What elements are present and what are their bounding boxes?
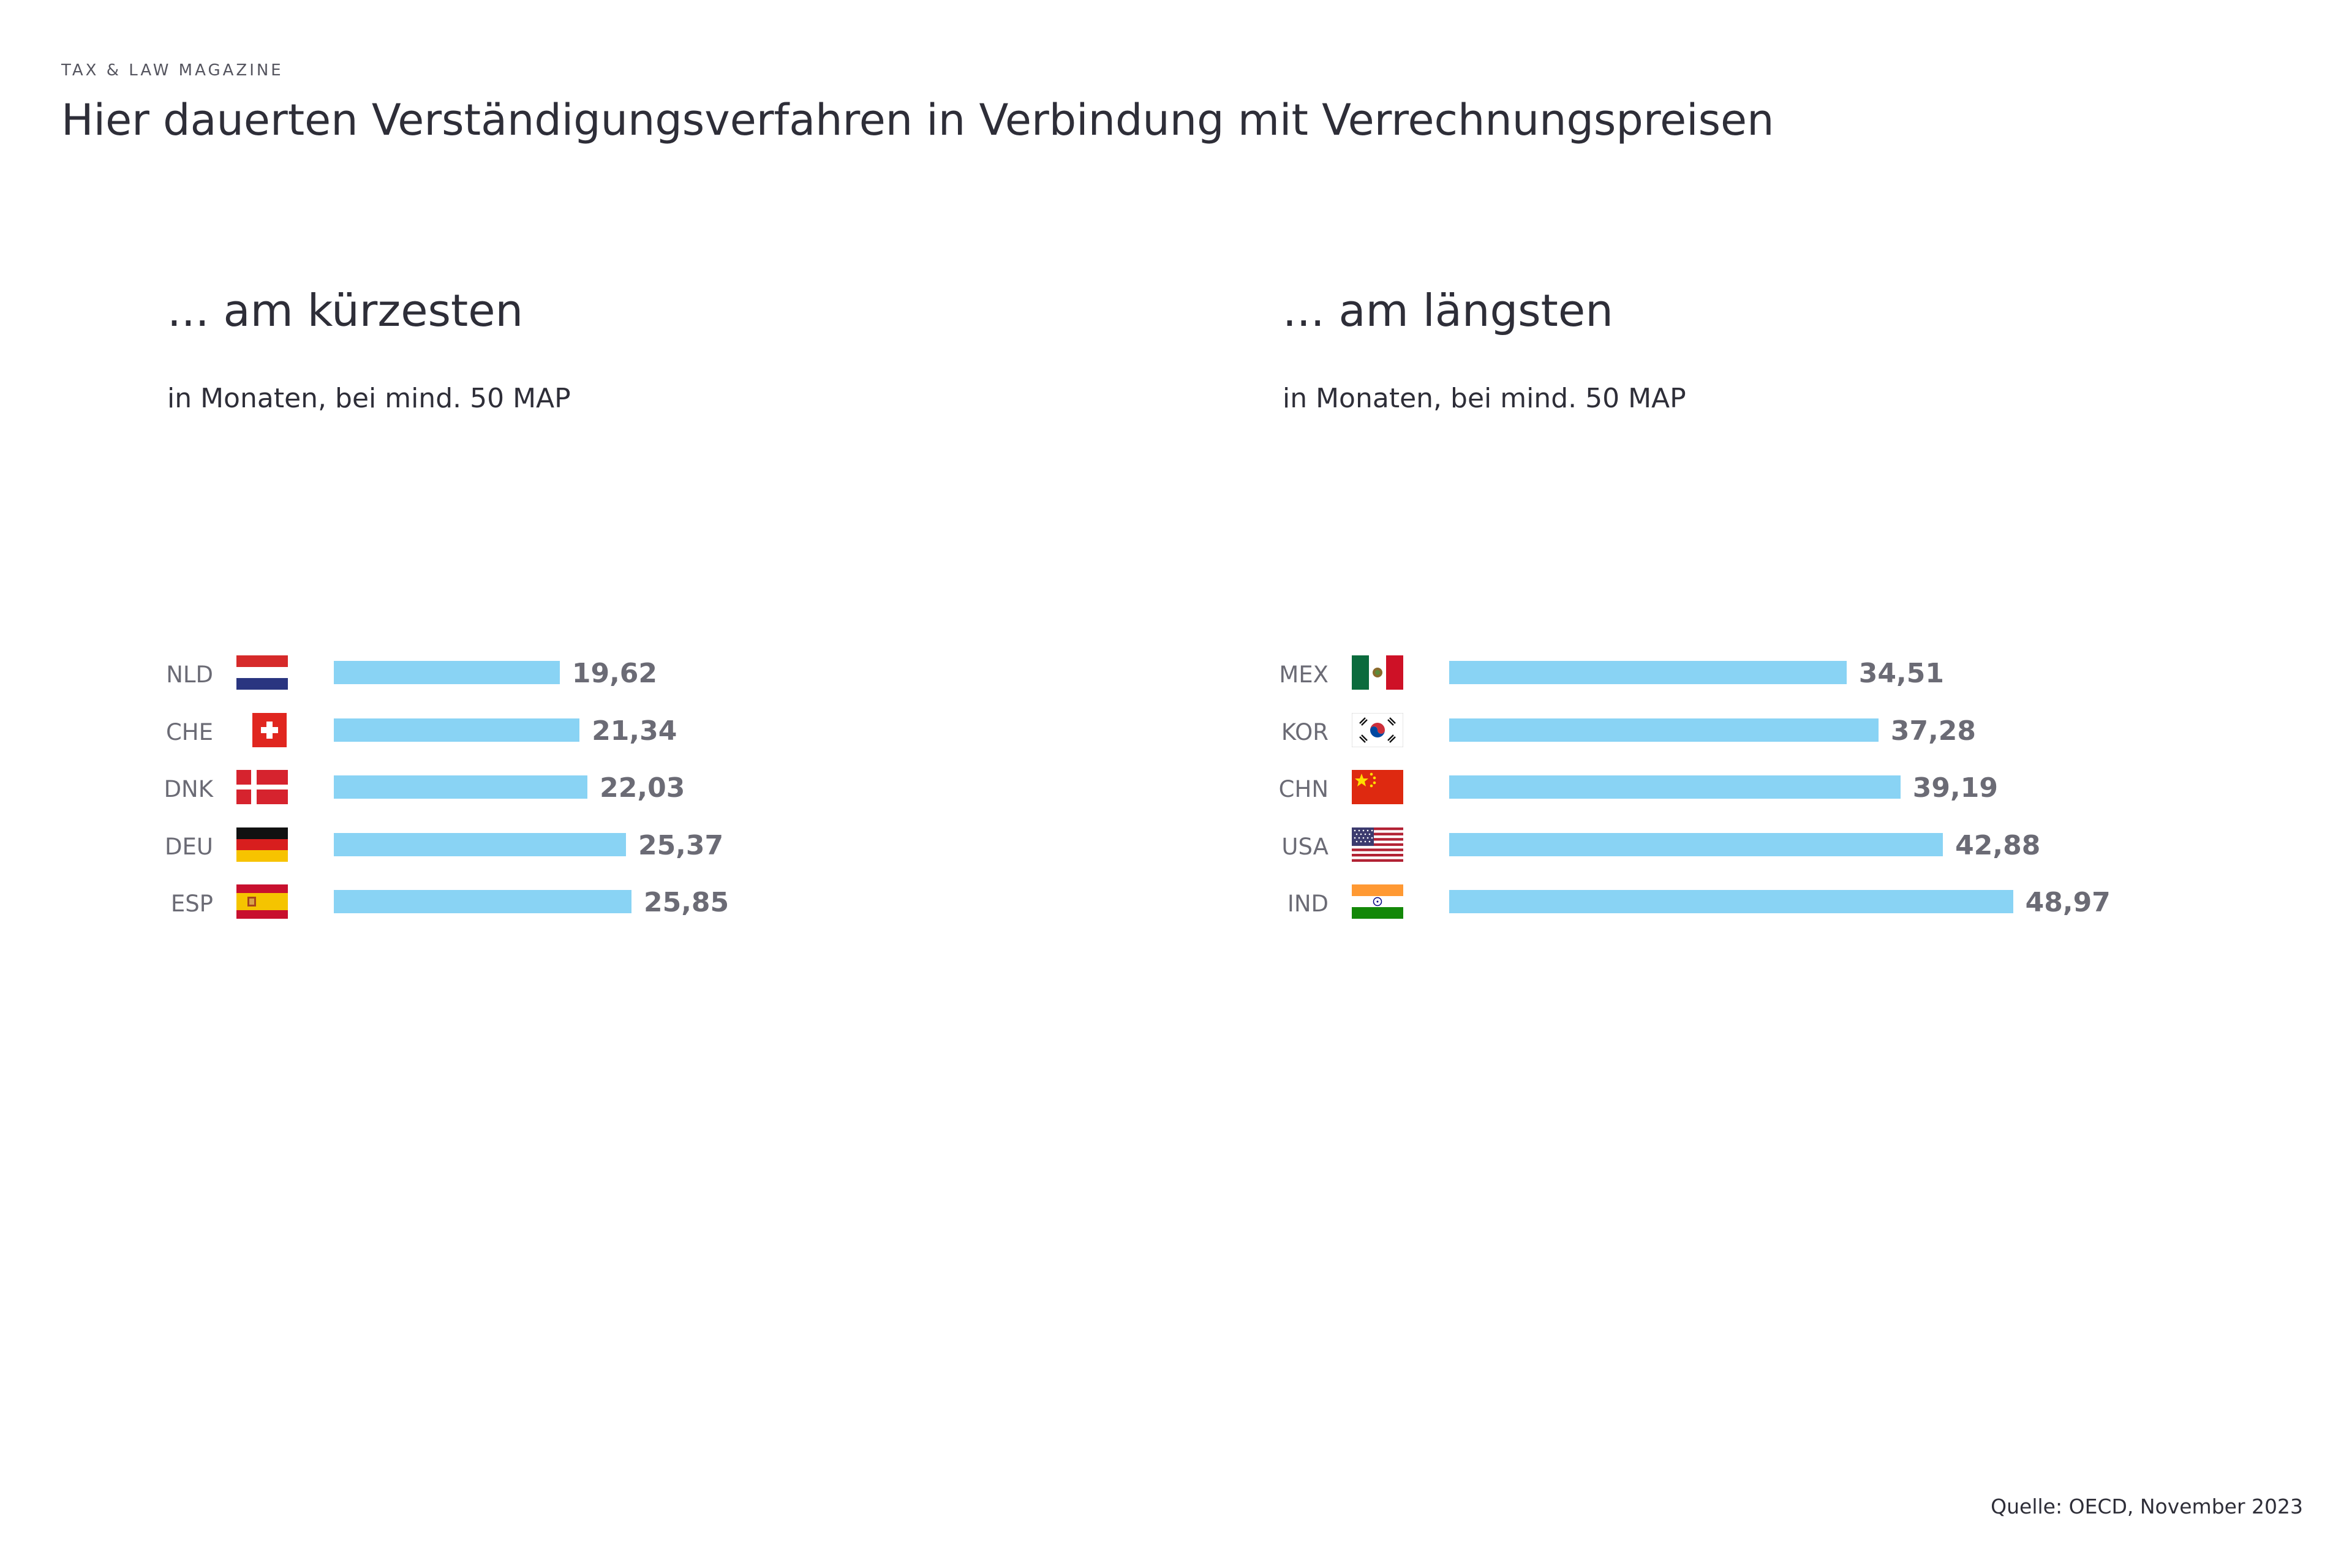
india-flag-icon [1352,884,1403,919]
spain-flag-icon [236,884,288,919]
country-code-label: DEU [165,833,213,860]
bar-nld [334,661,560,684]
value-label-esp: 25,85 [643,887,729,918]
source-note: Quelle: OECD, November 2023 [1991,1494,2303,1518]
country-code-label: ESP [170,891,213,917]
bar-esp [334,890,631,913]
country-code-label: MEX [1279,662,1329,688]
country-code-label: NLD [166,662,213,688]
panel-title-longest: ... am längsten [1283,285,1613,336]
south-korea-flag-icon [1352,712,1403,747]
netherlands-flag-icon [236,655,288,690]
value-label-che: 21,34 [592,715,677,747]
value-label-kor: 37,28 [1890,715,1977,747]
panel-subtitle-shortest: in Monaten, bei mind. 50 MAP [167,383,571,414]
country-code-label: DNK [164,776,213,802]
value-label-nld: 19,62 [571,658,658,689]
country-code-label: KOR [1281,718,1329,745]
bar-ind [1449,890,2013,913]
bar-row-usa: USA 42,88 [1281,827,2324,864]
value-label-dnk: 22,03 [600,772,685,804]
panel-title-shortest: ... am kürzesten [167,285,524,336]
chart-shortest: ... am kürzesten in Monaten, bei mind. 5… [164,0,1208,1041]
country-code-label: CHE [165,718,213,745]
bar-usa [1449,832,1943,856]
bar-row-dnk: DNK 22,03 [164,770,1208,807]
switzerland-flag-icon [236,712,288,747]
value-label-deu: 25,37 [638,829,724,861]
page-title: Hier dauerten Verständigungsverfahren in… [61,95,1774,145]
bar-row-che: CHE 21,34 [165,712,1208,750]
value-label-mex: 34,51 [1858,658,1944,689]
bar-row-ind: IND 48,97 [1283,884,2324,921]
denmark-flag-icon [236,770,288,804]
bar-row-esp: ESP 25,85 [167,884,1208,921]
mexico-flag-icon [1352,655,1403,690]
magazine-kicker: TAX & LAW MAGAZINE [61,61,284,80]
value-label-chn: 39,19 [1912,772,1998,804]
bar-row-mex: MEX 34,51 [1279,655,2324,692]
bar-dnk [334,775,588,799]
country-code-label: USA [1281,833,1329,860]
bar-mex [1449,661,1847,684]
bar-row-nld: NLD 19,62 [166,655,1208,692]
value-label-usa: 42,88 [1955,829,2041,861]
bar-deu [334,832,626,856]
usa-flag-icon [1352,827,1403,862]
bar-row-chn: CHN 39,19 [1279,770,2324,807]
bar-kor [1449,718,1879,742]
panel-subtitle-longest: in Monaten, bei mind. 50 MAP [1283,383,1686,414]
bar-chn [1449,775,1901,799]
bar-row-kor: KOR 37,28 [1281,712,2324,750]
bar-row-deu: DEU 25,37 [165,827,1208,864]
country-code-label: IND [1287,891,1329,917]
chart-longest: ... am längsten in Monaten, bei mind. 50… [1279,0,2324,1041]
germany-flag-icon [236,827,288,862]
china-flag-icon [1352,770,1403,804]
bar-che [334,718,580,742]
value-label-ind: 48,97 [2025,887,2111,918]
country-code-label: CHN [1278,776,1329,802]
